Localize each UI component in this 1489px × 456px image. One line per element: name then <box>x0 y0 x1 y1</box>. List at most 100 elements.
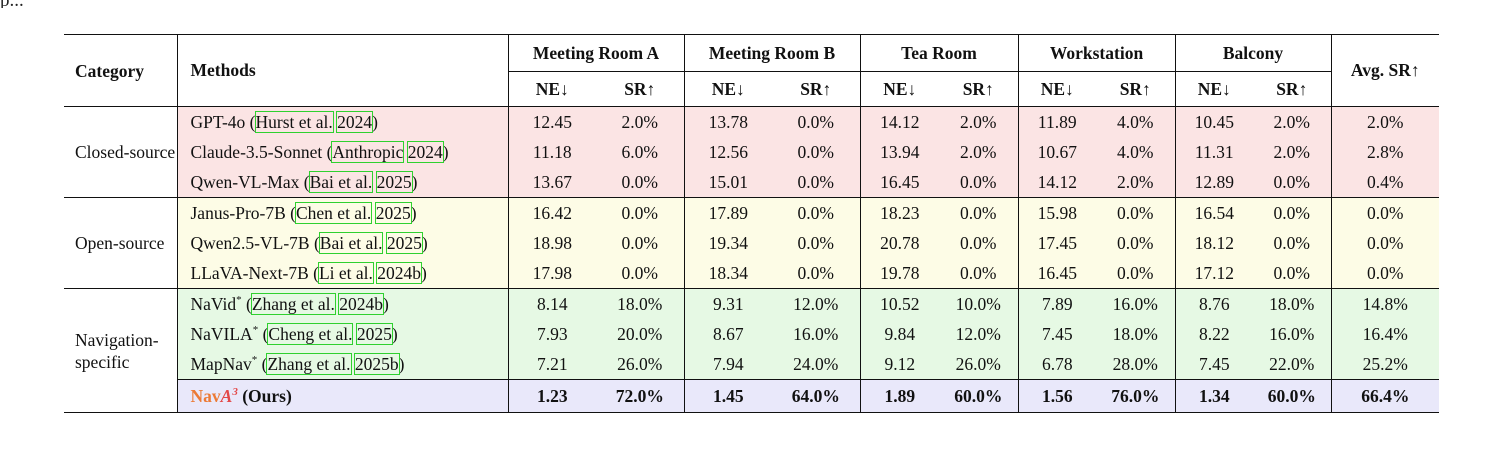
citation-author-link[interactable]: Zhang et al. <box>266 352 352 375</box>
method-star: * <box>236 293 242 306</box>
sr-cell: 60.0% <box>939 379 1018 413</box>
avg-sr-cell: 2.8% <box>1330 137 1440 167</box>
ne-cell: 17.89 <box>683 197 772 228</box>
citation-author-link[interactable]: Li et al. <box>317 261 374 284</box>
ne-cell: 13.78 <box>683 106 772 137</box>
sr-cell: 0.0% <box>1253 258 1332 289</box>
ne-header: NE↓ <box>1174 71 1254 107</box>
sr-cell: 12.0% <box>772 288 860 319</box>
sr-header: SR↑ <box>1253 71 1332 107</box>
method-name: GPT-4o <box>190 111 246 132</box>
table-row: NaVILA* (Cheng et al. 2025) 7.93 20.0% 8.67… <box>64 319 1440 349</box>
ne-cell: 18.23 <box>859 197 939 228</box>
sr-cell: 2.0% <box>596 106 684 137</box>
citation-author-link[interactable]: Cheng et al. <box>267 322 354 345</box>
method-cell: Claude-3.5-Sonnet (Anthropic 2024) <box>176 137 508 167</box>
ne-cell: 7.21 <box>507 349 596 380</box>
table-row: Claude-3.5-Sonnet (Anthropic 2024) 11.18 6… <box>64 137 1440 167</box>
sr-cell: 22.0% <box>1253 349 1332 380</box>
ne-cell: 10.52 <box>859 288 939 319</box>
citation-author-link[interactable]: Hurst et al. <box>254 110 334 133</box>
caption-fragment: p... <box>0 0 1489 8</box>
citation-year-link[interactable]: 2024b <box>338 292 385 315</box>
ne-cell: 11.89 <box>1017 106 1096 137</box>
ne-cell: 16.45 <box>859 167 939 198</box>
method-cell: Qwen-VL-Max (Bai et al. 2025) <box>176 167 508 198</box>
ne-cell: 6.78 <box>1017 349 1096 380</box>
sr-cell: 0.0% <box>1253 167 1332 198</box>
sr-cell: 16.0% <box>772 319 860 349</box>
ne-cell: 18.34 <box>683 258 772 289</box>
method-name: LLaVA-Next-7B <box>190 262 309 283</box>
sr-cell: 16.0% <box>1253 319 1332 349</box>
ne-cell: 9.84 <box>859 319 939 349</box>
citation-year-link[interactable]: 2025 <box>385 231 423 254</box>
ne-cell: 10.67 <box>1017 137 1096 167</box>
sr-cell: 0.0% <box>596 197 684 228</box>
sr-cell: 0.0% <box>772 258 860 289</box>
sr-cell: 4.0% <box>1096 137 1176 167</box>
sr-header: SR↑ <box>772 71 860 107</box>
sr-cell: 24.0% <box>772 349 860 380</box>
sr-cell: 0.0% <box>939 228 1018 258</box>
citation-author-link[interactable]: Bai et al. <box>318 231 384 254</box>
citation-author-link[interactable]: Bai et al. <box>308 170 374 193</box>
results-table: Category Methods Meeting Room A Meeting … <box>64 34 1440 413</box>
ne-cell: 14.12 <box>1017 167 1096 198</box>
sr-cell: 0.0% <box>772 137 860 167</box>
ne-cell: 14.12 <box>859 106 939 137</box>
sr-cell: 60.0% <box>1253 379 1332 413</box>
sr-cell: 20.0% <box>596 319 684 349</box>
ne-cell: 8.22 <box>1174 319 1254 349</box>
method-cell: GPT-4o (Hurst et al. 2024) <box>176 106 508 137</box>
citation-author-link[interactable]: Chen et al. <box>294 201 373 224</box>
ne-cell: 12.56 <box>683 137 772 167</box>
citation-year-link[interactable]: 2024 <box>406 140 444 163</box>
ne-cell: 13.94 <box>859 137 939 167</box>
sr-cell: 0.0% <box>1096 258 1176 289</box>
ne-cell: 1.45 <box>683 379 772 413</box>
ne-cell: 12.89 <box>1174 167 1254 198</box>
ne-cell: 7.93 <box>507 319 596 349</box>
ne-cell: 11.31 <box>1174 137 1254 167</box>
citation-author-link[interactable]: Anthropic <box>331 140 405 163</box>
method-name: NaVid <box>190 293 237 314</box>
ne-cell: 8.67 <box>683 319 772 349</box>
sr-cell: 0.0% <box>939 167 1018 198</box>
citation-year-link[interactable]: 2025 <box>374 201 412 224</box>
citation-year-link[interactable]: 2025 <box>375 170 413 193</box>
ne-cell: 7.94 <box>683 349 772 380</box>
avg-sr-cell: 0.4% <box>1330 167 1440 198</box>
citation-year-link[interactable]: 2025b <box>353 352 400 375</box>
citation-year-link[interactable]: 2024b <box>376 261 423 284</box>
sr-cell: 18.0% <box>1096 319 1176 349</box>
ne-header: NE↓ <box>507 71 596 107</box>
sr-cell: 2.0% <box>939 137 1018 167</box>
avg-sr-header: Avg. SR↑ <box>1330 34 1440 107</box>
sr-cell: 72.0% <box>596 379 684 413</box>
ne-cell: 8.76 <box>1174 288 1254 319</box>
category-cell: Navigation-specific <box>64 288 177 413</box>
ne-cell: 12.45 <box>507 106 596 137</box>
sr-cell: 26.0% <box>939 349 1018 380</box>
ne-cell: 7.45 <box>1017 319 1096 349</box>
method-name: Janus-Pro-7B <box>190 202 286 223</box>
method-name: MapNav <box>190 353 252 374</box>
ne-header: NE↓ <box>683 71 772 107</box>
method-cell: NaVid* (Zhang et al. 2024b) <box>176 288 508 319</box>
citation-author-link[interactable]: Zhang et al. <box>250 292 336 315</box>
avg-sr-cell: 0.0% <box>1330 228 1440 258</box>
sr-cell: 28.0% <box>1096 349 1176 380</box>
ne-cell: 1.34 <box>1174 379 1254 413</box>
method-cell-ours: NavA3 (Ours) <box>176 379 508 413</box>
sr-cell: 18.0% <box>596 288 684 319</box>
ne-cell: 10.45 <box>1174 106 1254 137</box>
table-row: LLaVA-Next-7B (Li et al. 2024b) 17.98 0.0%… <box>64 258 1440 289</box>
sr-cell: 0.0% <box>939 258 1018 289</box>
citation-year-link[interactable]: 2024 <box>336 110 374 133</box>
header-row-1: Category Methods Meeting Room A Meeting … <box>64 34 1440 107</box>
citation-year-link[interactable]: 2025 <box>355 322 393 345</box>
brand-a: A <box>220 385 233 406</box>
sr-cell: 0.0% <box>772 228 860 258</box>
brand-sup: 3 <box>232 385 238 398</box>
